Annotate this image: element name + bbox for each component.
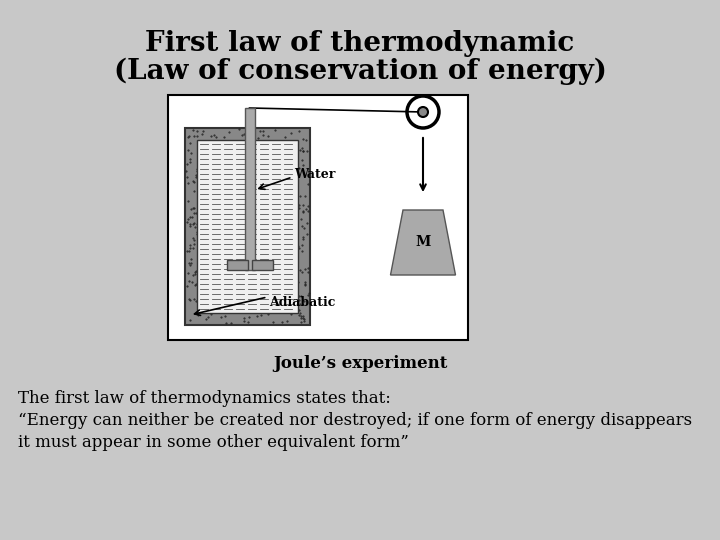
Polygon shape xyxy=(390,210,456,275)
Text: Water: Water xyxy=(294,168,336,181)
Circle shape xyxy=(407,96,439,128)
Text: Joule’s experiment: Joule’s experiment xyxy=(273,355,447,372)
Bar xyxy=(168,95,468,340)
Text: Adiabatic: Adiabatic xyxy=(269,295,336,308)
Text: First law of thermodynamic: First law of thermodynamic xyxy=(145,30,575,57)
Bar xyxy=(245,108,254,270)
Bar xyxy=(185,128,310,325)
Text: “Energy can neither be created nor destroyed; if one form of energy disappears: “Energy can neither be created nor destr… xyxy=(18,412,692,429)
Text: (Law of conservation of energy): (Law of conservation of energy) xyxy=(114,58,606,85)
Text: M: M xyxy=(415,235,431,249)
Bar xyxy=(251,260,272,270)
Text: it must appear in some other equivalent form”: it must appear in some other equivalent … xyxy=(18,434,409,451)
Bar xyxy=(227,260,248,270)
Bar xyxy=(197,140,298,313)
Circle shape xyxy=(418,107,428,117)
Text: The first law of thermodynamics states that:: The first law of thermodynamics states t… xyxy=(18,390,391,407)
